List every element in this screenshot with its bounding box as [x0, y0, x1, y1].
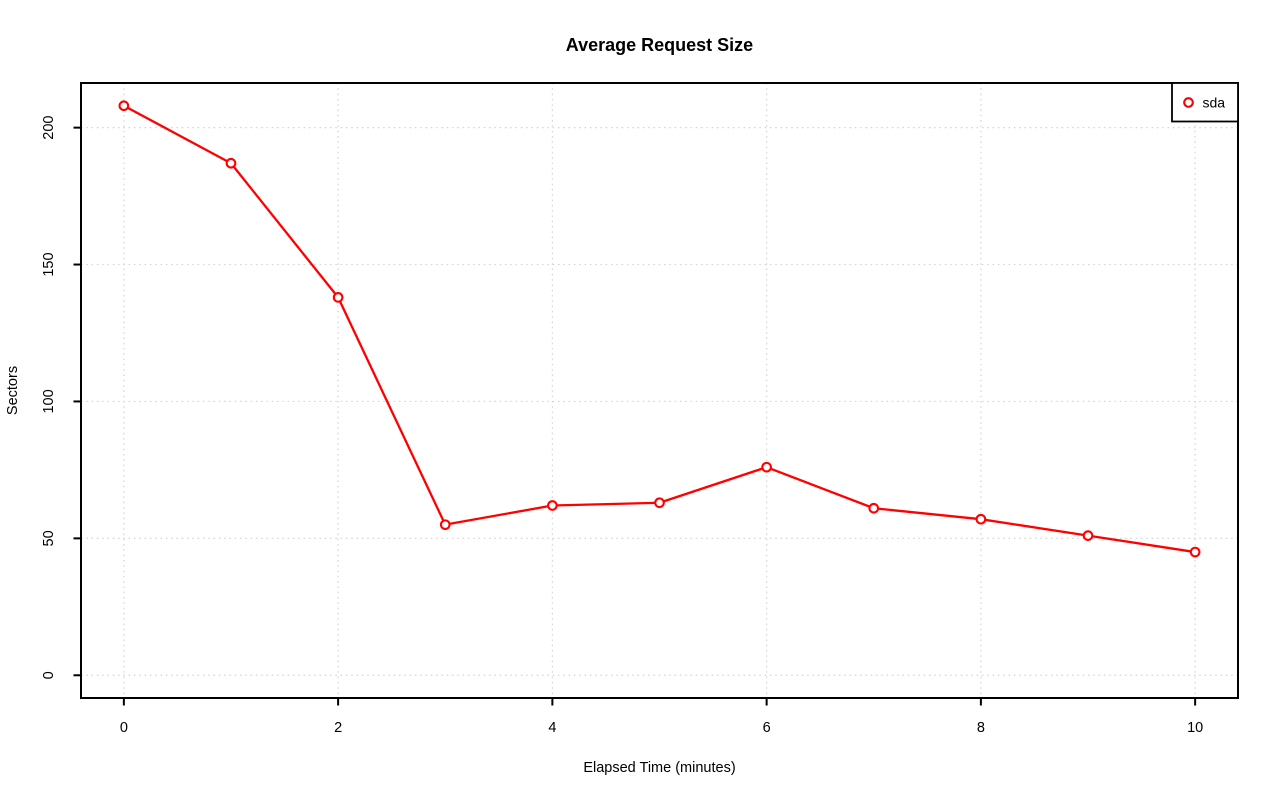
- data-point-marker: [975, 513, 987, 525]
- data-point-marker: [1189, 546, 1201, 558]
- data-point-marker: [761, 461, 772, 473]
- plot-border: [80, 82, 1239, 699]
- x-tick-label: 2: [334, 720, 342, 736]
- legend-marker-icon: [1183, 97, 1194, 108]
- data-point-marker: [118, 100, 130, 112]
- y-tick-label: 150: [41, 252, 57, 276]
- legend: sda: [1171, 82, 1239, 123]
- data-point-marker: [654, 497, 665, 509]
- y-axis-title: Sectors: [5, 366, 21, 415]
- series-line: [122, 104, 1197, 554]
- data-point-marker: [868, 502, 880, 514]
- x-tick-label: 0: [120, 720, 128, 736]
- legend-label: sda: [1203, 95, 1226, 111]
- x-tick-label: 10: [1187, 720, 1203, 736]
- x-tick-label: 8: [977, 720, 985, 736]
- data-point-marker: [225, 157, 237, 169]
- legend-box: [1171, 82, 1239, 123]
- x-tick-label: 6: [763, 720, 771, 736]
- y-tick-label: 0: [41, 671, 57, 679]
- data-point-marker: [439, 519, 451, 531]
- grid-lines: [81, 83, 1238, 698]
- chart-title: Average Request Size: [566, 35, 753, 55]
- x-tick-label: 4: [548, 720, 556, 736]
- y-tick-label: 200: [41, 116, 57, 140]
- data-point-marker: [1082, 530, 1094, 541]
- series-sda: [118, 100, 1201, 558]
- axis-ticks: [73, 126, 1197, 706]
- data-point-marker: [547, 500, 558, 511]
- x-axis-title: Elapsed Time (minutes): [583, 760, 735, 776]
- y-tick-label: 100: [41, 389, 57, 413]
- data-point-marker: [332, 292, 344, 303]
- y-tick-label: 50: [41, 530, 57, 546]
